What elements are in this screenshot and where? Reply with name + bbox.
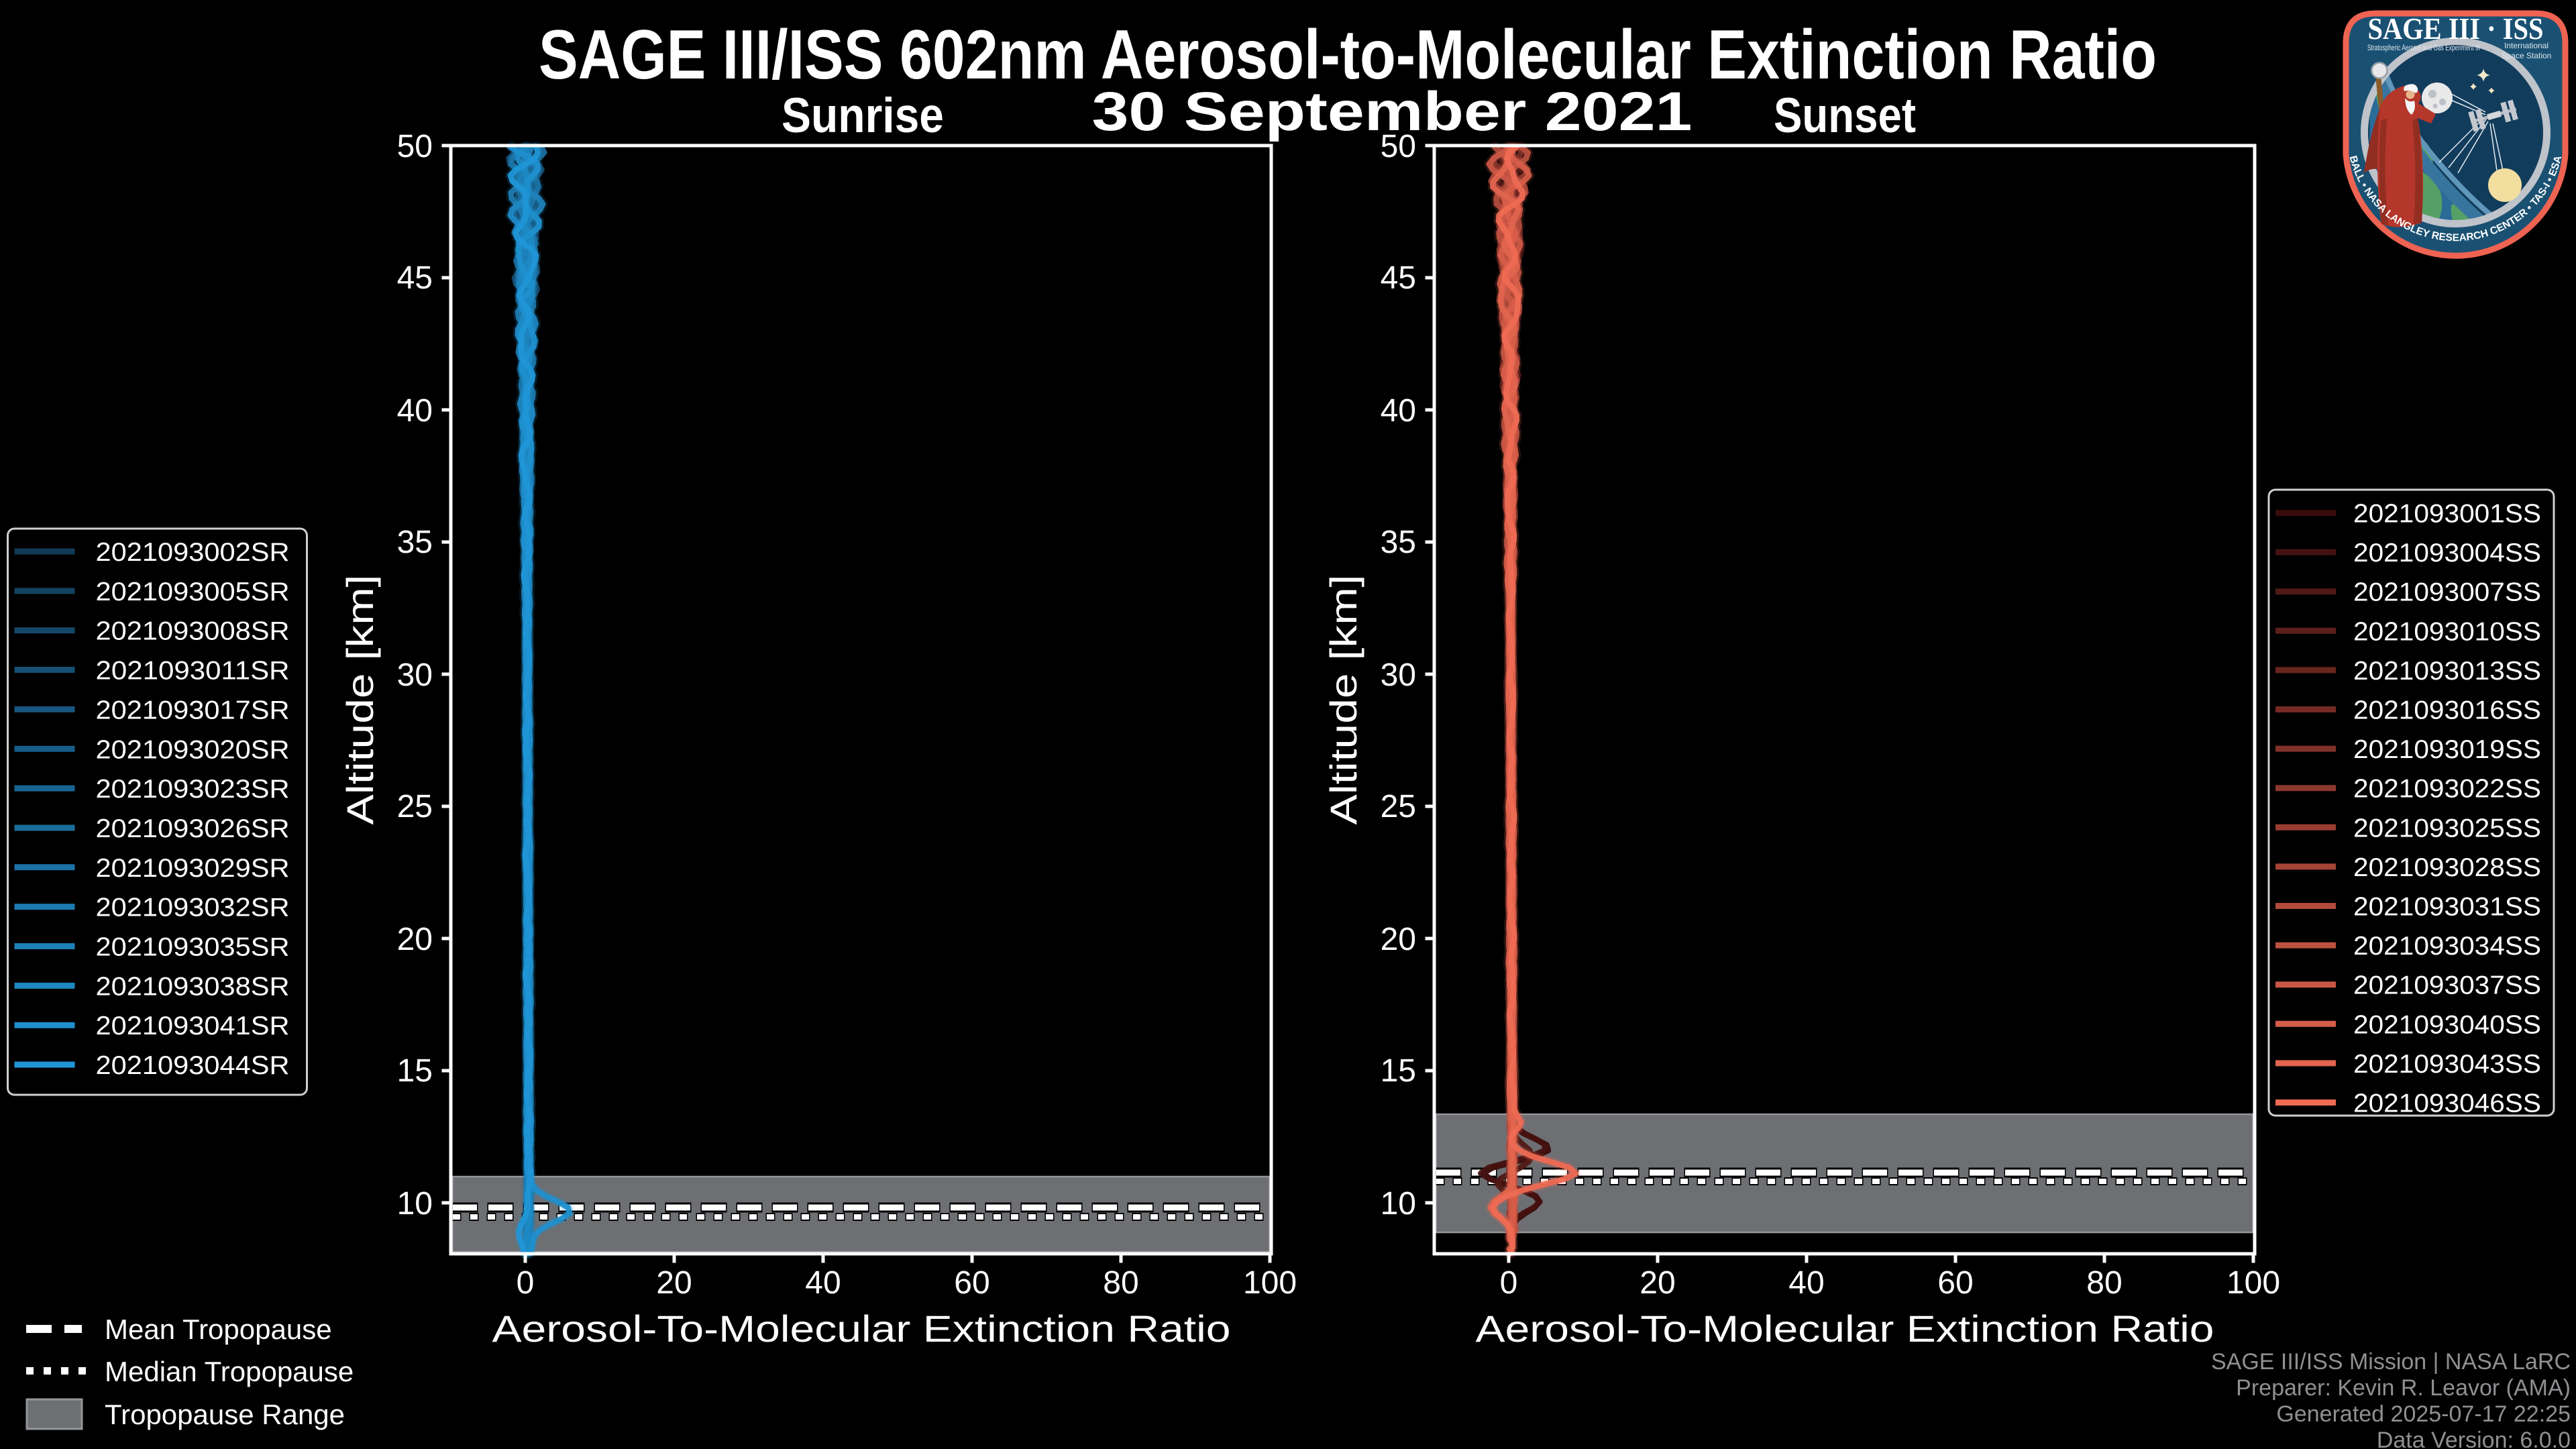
svg-text:40: 40 — [1381, 393, 1416, 429]
svg-text:2021093008SR: 2021093008SR — [96, 617, 290, 646]
svg-text:0: 0 — [517, 1265, 535, 1301]
svg-text:Stratospheric Aerosol and Gas: Stratospheric Aerosol and Gas Experiment… — [2367, 44, 2480, 52]
svg-text:2021093028SS: 2021093028SS — [2353, 853, 2541, 882]
svg-text:35: 35 — [1381, 525, 1416, 560]
svg-text:2021093025SS: 2021093025SS — [2353, 814, 2541, 843]
svg-text:2021093002SR: 2021093002SR — [96, 538, 290, 567]
svg-text:2021093046SS: 2021093046SS — [2353, 1089, 2541, 1118]
svg-text:20: 20 — [397, 922, 433, 957]
svg-text:Preparer: Kevin R. Leavor (AMA: Preparer: Kevin R. Leavor (AMA) — [2236, 1375, 2571, 1401]
svg-text:Altitude [km]: Altitude [km] — [1322, 575, 1364, 825]
svg-text:Data Version: 6.0.0: Data Version: 6.0.0 — [2377, 1428, 2571, 1449]
svg-text:100: 100 — [2226, 1265, 2280, 1301]
svg-text:10: 10 — [1381, 1186, 1416, 1222]
svg-text:2021093032SR: 2021093032SR — [96, 894, 290, 922]
svg-text:Altitude [km]: Altitude [km] — [339, 575, 381, 825]
svg-text:25: 25 — [1381, 789, 1416, 824]
svg-text:Aerosol-To-Molecular Extinctio: Aerosol-To-Molecular Extinction Ratio — [492, 1307, 1231, 1350]
svg-text:20: 20 — [1381, 922, 1416, 957]
svg-text:2021093041SR: 2021093041SR — [96, 1012, 290, 1040]
svg-text:50: 50 — [1381, 129, 1416, 164]
svg-text:2021093035SR: 2021093035SR — [96, 933, 290, 962]
svg-text:2021093026SR: 2021093026SR — [96, 814, 290, 843]
svg-text:Tropopause Range: Tropopause Range — [105, 1399, 345, 1430]
svg-text:80: 80 — [1103, 1265, 1138, 1301]
svg-text:2021093031SS: 2021093031SS — [2353, 893, 2541, 922]
svg-text:SAGE III/ISS 602nm Aerosol-to-: SAGE III/ISS 602nm Aerosol-to-Molecular … — [539, 16, 2157, 94]
svg-text:2021093019SS: 2021093019SS — [2353, 735, 2541, 764]
svg-text:80: 80 — [2086, 1265, 2122, 1301]
svg-text:2021093043SS: 2021093043SS — [2353, 1050, 2541, 1079]
svg-text:15: 15 — [397, 1053, 433, 1089]
svg-text:Space Station: Space Station — [2502, 51, 2552, 60]
svg-text:50: 50 — [397, 129, 433, 164]
svg-text:15: 15 — [1381, 1053, 1416, 1089]
svg-text:2021093011SR: 2021093011SR — [96, 657, 290, 686]
svg-text:30: 30 — [1381, 657, 1416, 693]
svg-text:Median Tropopause: Median Tropopause — [105, 1356, 354, 1387]
svg-text:40: 40 — [1788, 1265, 1824, 1301]
svg-text:2021093040SS: 2021093040SS — [2353, 1010, 2541, 1039]
svg-text:SAGE III · ISS: SAGE III · ISS — [2368, 11, 2544, 46]
svg-text:35: 35 — [397, 525, 433, 560]
svg-text:45: 45 — [397, 260, 433, 296]
svg-text:45: 45 — [1381, 260, 1416, 296]
svg-text:2021093038SR: 2021093038SR — [96, 972, 290, 1001]
svg-text:2021093005SR: 2021093005SR — [96, 578, 290, 606]
svg-text:2021093016SS: 2021093016SS — [2353, 696, 2541, 725]
svg-text:30 September 2021: 30 September 2021 — [1092, 81, 1693, 142]
svg-text:0: 0 — [1500, 1265, 1518, 1301]
svg-text:Sunrise: Sunrise — [782, 89, 944, 143]
svg-text:2021093001SS: 2021093001SS — [2353, 500, 2541, 529]
svg-text:2021093022SS: 2021093022SS — [2353, 775, 2541, 804]
svg-text:40: 40 — [397, 393, 433, 429]
svg-text:2021093023SR: 2021093023SR — [96, 775, 290, 804]
svg-text:10: 10 — [397, 1186, 433, 1222]
svg-text:25: 25 — [397, 789, 433, 824]
svg-text:2021093013SS: 2021093013SS — [2353, 657, 2541, 686]
svg-text:2021093034SS: 2021093034SS — [2353, 932, 2541, 961]
svg-text:2021093004SS: 2021093004SS — [2353, 539, 2541, 568]
svg-text:2021093037SS: 2021093037SS — [2353, 971, 2541, 1000]
svg-text:2021093020SR: 2021093020SR — [96, 735, 290, 764]
svg-text:Mean Tropopause: Mean Tropopause — [105, 1313, 332, 1345]
svg-text:20: 20 — [1640, 1265, 1675, 1301]
svg-text:Sunset: Sunset — [1774, 89, 1916, 143]
svg-text:Aerosol-To-Molecular Extinctio: Aerosol-To-Molecular Extinction Ratio — [1476, 1307, 2214, 1350]
svg-text:SAGE III/ISS Mission | NASA La: SAGE III/ISS Mission | NASA LaRC — [2211, 1349, 2571, 1375]
svg-text:60: 60 — [1937, 1265, 1973, 1301]
svg-text:60: 60 — [954, 1265, 989, 1301]
svg-text:2021093044SR: 2021093044SR — [96, 1051, 290, 1080]
svg-text:Generated 2025-07-17 22:25: Generated 2025-07-17 22:25 — [2276, 1401, 2571, 1427]
svg-text:40: 40 — [805, 1265, 841, 1301]
svg-text:2021093017SR: 2021093017SR — [96, 696, 290, 724]
svg-text:100: 100 — [1243, 1265, 1297, 1301]
svg-text:30: 30 — [397, 657, 433, 693]
svg-text:2021093010SS: 2021093010SS — [2353, 617, 2541, 646]
svg-text:2021093029SR: 2021093029SR — [96, 854, 290, 883]
svg-text:20: 20 — [656, 1265, 692, 1301]
svg-text:2021093007SS: 2021093007SS — [2353, 578, 2541, 607]
svg-text:International: International — [2504, 41, 2548, 50]
